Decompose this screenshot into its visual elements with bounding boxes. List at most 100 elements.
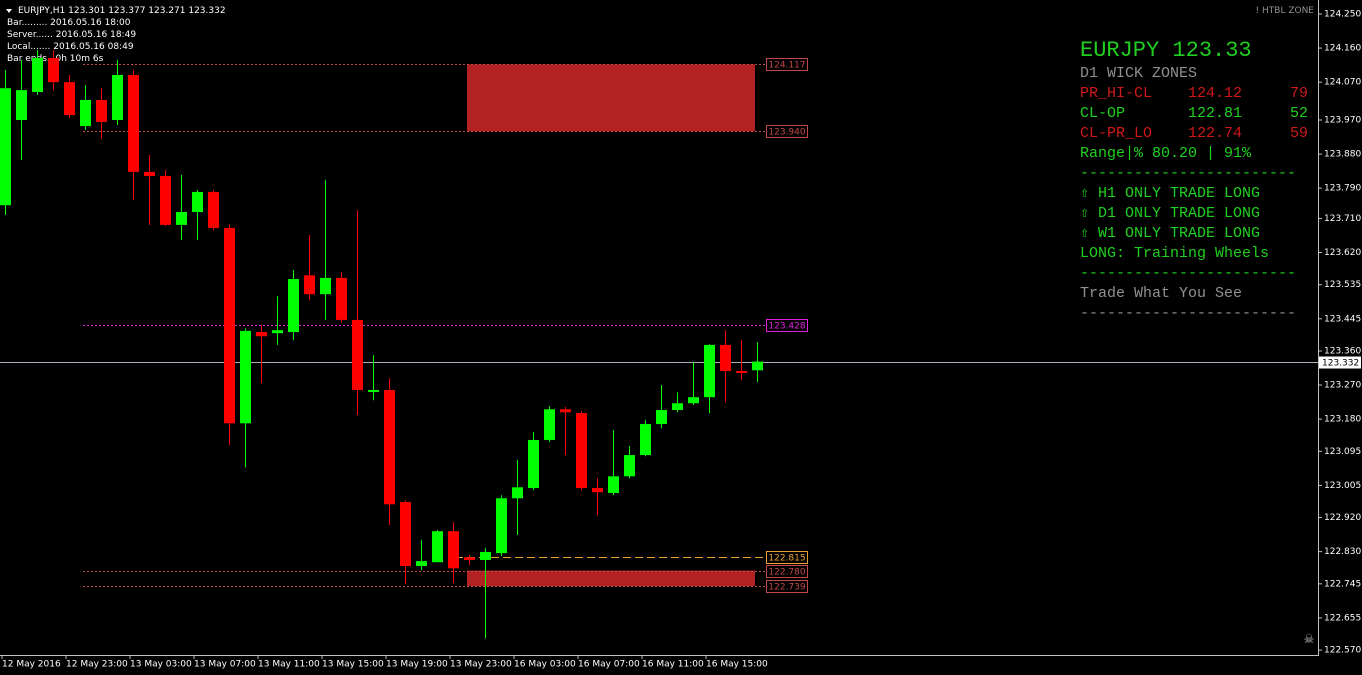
candle-body	[448, 531, 459, 569]
level-label-box	[766, 125, 808, 138]
y-tick-label: 123.270	[1324, 381, 1361, 391]
candle-body	[512, 487, 523, 499]
x-tick-label: 13 May 19:00	[386, 660, 448, 670]
candle-body	[544, 409, 555, 440]
candle-body	[432, 531, 443, 563]
candle-body	[464, 557, 475, 560]
x-tick-label: 16 May 07:00	[578, 660, 640, 670]
panel-title: EURJPY 123.33	[1080, 38, 1252, 63]
x-tick-label: 12 May 2016	[2, 660, 61, 670]
candle-body	[272, 330, 283, 334]
level-label-box	[766, 551, 808, 564]
level-label-box	[766, 580, 808, 593]
zone-name: CL-OP	[1080, 105, 1125, 122]
candle-body	[624, 455, 635, 477]
wick-zone	[467, 570, 755, 587]
candle-body	[672, 403, 683, 411]
menu-arrow[interactable]	[6, 9, 12, 13]
range-line: Range|% 80.20 | 91%	[1080, 145, 1252, 162]
candle-body	[736, 371, 747, 374]
y-tick-label: 124.250	[1324, 10, 1361, 20]
candle-body	[256, 332, 267, 337]
y-tick-label: 123.880	[1324, 150, 1361, 160]
level-label: 123.428	[768, 322, 805, 332]
separator: ------------------------	[1080, 165, 1296, 182]
y-tick-label: 123.710	[1324, 214, 1361, 224]
candle-body	[720, 344, 731, 372]
y-tick-label: 122.830	[1324, 547, 1361, 557]
x-tick-label: 16 May 11:00	[642, 660, 704, 670]
candle-body	[64, 82, 75, 116]
level-label-box	[766, 58, 808, 71]
zone-name: CL-PR_LO	[1080, 125, 1152, 142]
candle-body	[352, 319, 363, 390]
x-tick-label: 16 May 15:00	[706, 660, 768, 670]
candle-body	[704, 344, 715, 398]
last-price-box	[1319, 356, 1361, 369]
zone-value: 122.74	[1188, 125, 1242, 142]
signal-line: ⇧ W1 ONLY TRADE LONG	[1080, 225, 1260, 242]
candle-body	[176, 212, 187, 225]
level-label: 123.940	[768, 128, 805, 138]
y-tick-label: 124.160	[1324, 44, 1361, 54]
candle-body	[16, 90, 27, 121]
candle-body	[608, 476, 619, 493]
candle-body	[224, 227, 235, 424]
y-tick-label: 123.970	[1324, 116, 1361, 126]
zone-pct: 59	[1290, 125, 1308, 142]
y-tick-label: 122.655	[1324, 613, 1361, 623]
candle-body	[48, 57, 59, 83]
level-label: 122.780	[768, 568, 805, 578]
candle-body	[528, 439, 539, 489]
info-line: Server...... 2016.05.16 18:49	[7, 30, 136, 40]
candle-body	[192, 191, 203, 213]
x-tick-label: 13 May 23:00	[450, 660, 512, 670]
signal-line: ⇧ H1 ONLY TRADE LONG	[1080, 185, 1260, 202]
y-tick-label: 123.180	[1324, 415, 1361, 425]
chart-header: EURJPY,H1 123.301 123.377 123.271 123.33…	[18, 6, 226, 16]
y-tick-label: 123.790	[1324, 184, 1361, 194]
x-tick-label: 13 May 11:00	[258, 660, 320, 670]
candle-body	[640, 424, 651, 456]
candle-body	[304, 275, 315, 295]
y-tick-label: 123.095	[1324, 447, 1361, 457]
candle-body	[576, 413, 587, 489]
zone-value: 122.81	[1188, 105, 1242, 122]
level-label: 122.815	[768, 554, 805, 564]
zone-pct: 79	[1290, 85, 1308, 102]
zone-name: PR_HI-CL	[1080, 85, 1152, 102]
candle-body	[496, 498, 507, 554]
panel-subtitle: D1 WICK ZONES	[1080, 65, 1197, 82]
y-tick-label: 122.920	[1324, 513, 1361, 523]
x-tick-label: 12 May 23:00	[66, 660, 128, 670]
x-tick-label: 16 May 03:00	[514, 660, 576, 670]
candle-body	[32, 57, 43, 93]
candle-body	[384, 389, 395, 505]
candle-body	[0, 88, 11, 206]
candle-body	[144, 171, 155, 177]
y-tick-label: 123.360	[1324, 346, 1361, 356]
wick-zone	[467, 64, 755, 132]
candle-body	[688, 397, 699, 404]
x-tick-label: 13 May 03:00	[130, 660, 192, 670]
x-tick-label: 13 May 07:00	[194, 660, 256, 670]
candle-body	[656, 410, 667, 425]
level-label-box	[766, 565, 808, 578]
level-label: 124.117	[768, 61, 805, 71]
candle-body	[96, 99, 107, 122]
signal-line: ⇧ D1 ONLY TRADE LONG	[1080, 205, 1260, 222]
candle-body	[80, 99, 91, 127]
candle-body	[368, 389, 379, 392]
separator: ------------------------	[1080, 265, 1296, 282]
y-tick-label: 123.620	[1324, 248, 1361, 258]
candle-body	[480, 552, 491, 560]
candle-body	[560, 409, 571, 413]
zone-value: 124.12	[1188, 85, 1242, 102]
panel-footer: Trade What You See	[1080, 285, 1242, 302]
candle-body	[320, 277, 331, 295]
candle-body	[112, 74, 123, 121]
y-tick-label: 124.070	[1324, 78, 1361, 88]
info-line: Local....... 2016.05.16 08:49	[7, 42, 134, 52]
y-tick-label: 123.005	[1324, 481, 1361, 491]
